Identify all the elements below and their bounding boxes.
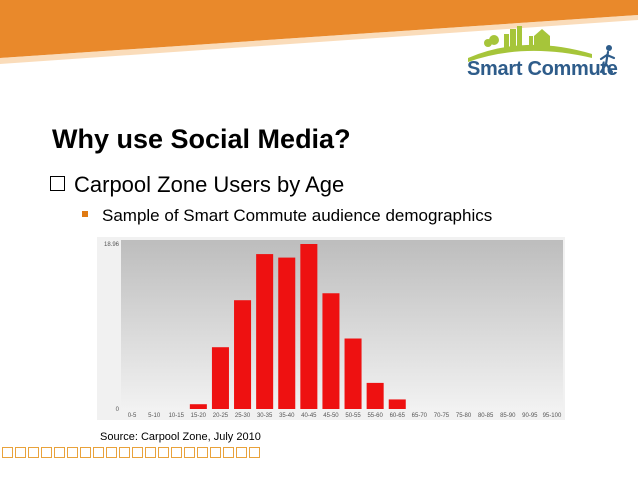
footer-square-icon [15, 447, 26, 458]
x-tick-label: 40-45 [301, 413, 317, 419]
x-tick-label: 70-75 [434, 413, 450, 419]
x-tick-label: 25-30 [235, 413, 251, 419]
x-tick-label: 65-70 [412, 413, 428, 419]
x-tick-label: 5-10 [148, 413, 161, 419]
bar-40-45 [300, 244, 318, 409]
footer-square-icon [171, 447, 182, 458]
source-caption: Source: Carpool Zone, July 2010 [100, 431, 261, 443]
bullet-level-2: Sample of Smart Commute audience demogra… [82, 206, 492, 226]
bar-45-50 [322, 293, 340, 409]
x-tick-label: 10-15 [169, 413, 185, 419]
x-tick-label: 85-90 [500, 413, 516, 419]
footer-square-icon [106, 447, 117, 458]
logo-wordmark: Smart Commute [467, 58, 618, 80]
bar-55-60 [366, 382, 384, 409]
footer-square-icon [197, 447, 208, 458]
bar-60-65 [388, 399, 406, 409]
bar-20-25 [211, 347, 229, 409]
footer-square-icon [67, 447, 78, 458]
x-tick-label: 90-95 [522, 413, 538, 419]
bullet-level-1: Carpool Zone Users by Age [50, 172, 344, 198]
footer-square-icon [119, 447, 130, 458]
bar-35-40 [278, 257, 296, 409]
x-tick-label: 75-80 [456, 413, 472, 419]
footer-decoration [2, 447, 260, 458]
smart-commute-logo [468, 26, 616, 74]
x-tick-label: 15-20 [191, 413, 207, 419]
footer-square-icon [223, 447, 234, 458]
x-tick-label: 0-5 [128, 413, 137, 419]
x-tick-label: 30-35 [257, 413, 273, 419]
bar-50-55 [344, 338, 362, 409]
footer-square-icon [54, 447, 65, 458]
footer-square-icon [158, 447, 169, 458]
footer-square-icon [145, 447, 156, 458]
bar-25-30 [234, 300, 252, 409]
footer-square-icon [41, 447, 52, 458]
x-tick-label: 60-65 [390, 413, 406, 419]
footer-square-icon [236, 447, 247, 458]
bar-15-20 [189, 404, 207, 409]
x-tick-label: 35-40 [279, 413, 295, 419]
bullet-level-1-text: Carpool Zone Users by Age [74, 172, 345, 197]
slide-title: Why use Social Media? [52, 124, 351, 154]
footer-square-icon [132, 447, 143, 458]
bullet-level-2-text: Sample of Smart Commute audience demogra… [102, 206, 493, 225]
age-histogram-chart: 0-5 5-10 10-15 15-20 20-25 25-30 30-35 35-40 40-… [97, 237, 565, 420]
x-tick-label: 55-60 [367, 413, 383, 419]
y-tick-label: 18.96 [104, 242, 120, 248]
x-tick-label: 80-85 [478, 413, 494, 419]
x-tick-label: 50-55 [345, 413, 361, 419]
x-tick-label: 45-50 [323, 413, 339, 419]
footer-square-icon [28, 447, 39, 458]
x-tick-label: 95-100 [543, 413, 562, 419]
footer-square-icon [210, 447, 221, 458]
footer-square-icon [80, 447, 91, 458]
bar-30-35 [256, 254, 274, 409]
y-tick-label: 0 [116, 407, 120, 413]
checkbox-bullet-icon [50, 176, 65, 191]
footer-square-icon [2, 447, 13, 458]
header-banner [0, 0, 638, 64]
footer-square-icon [93, 447, 104, 458]
plot-area [121, 240, 563, 410]
footer-square-icon [184, 447, 195, 458]
square-bullet-icon [82, 211, 88, 217]
footer-square-icon [249, 447, 260, 458]
x-tick-label: 20-25 [213, 413, 229, 419]
